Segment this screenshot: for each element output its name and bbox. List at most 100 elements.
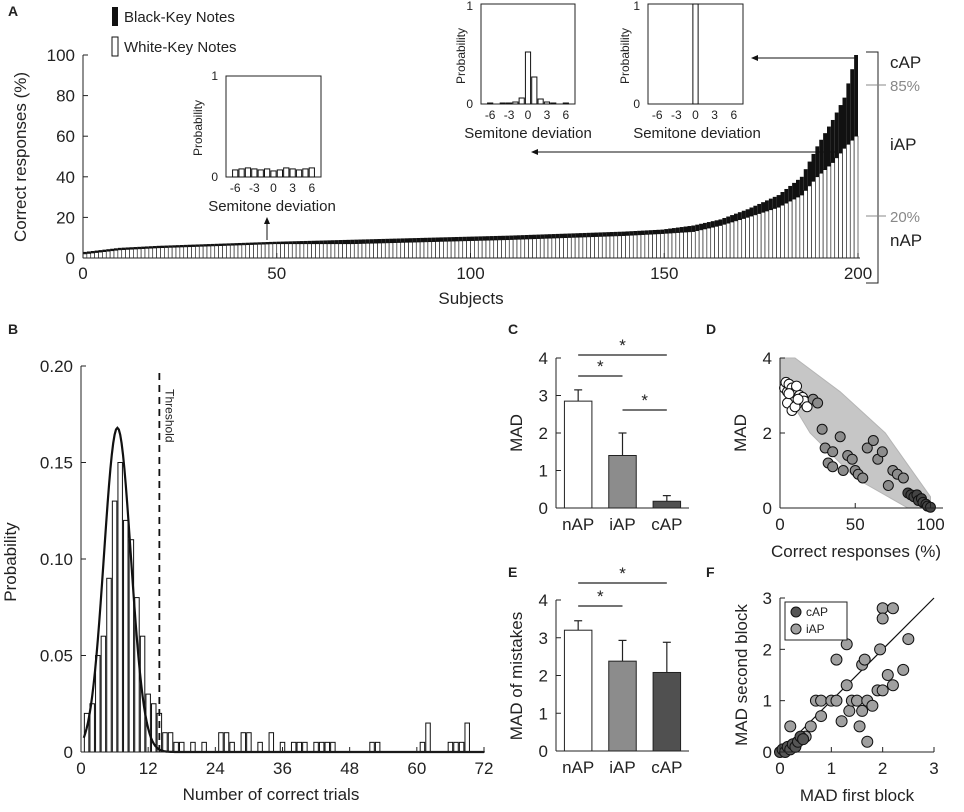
white-key-bar xyxy=(264,243,270,259)
white-key-bar xyxy=(586,236,591,259)
histogram-bar xyxy=(324,741,331,753)
black-key-bar xyxy=(695,224,700,231)
panel-f-letter: F xyxy=(706,564,715,580)
black-key-bar xyxy=(106,249,111,252)
white-key-bar xyxy=(307,243,312,259)
black-key-bar xyxy=(757,203,762,214)
white-key-bar xyxy=(842,148,847,259)
black-key-bar xyxy=(416,238,421,243)
point-iap xyxy=(804,720,817,733)
panel-f-ytick-label: 1 xyxy=(763,692,772,711)
white-key-bar xyxy=(733,220,739,259)
white-key-bar xyxy=(718,225,723,259)
black-key-bar xyxy=(377,239,382,244)
point-iap xyxy=(812,397,824,409)
ytick-label: 3 xyxy=(539,387,548,406)
black-key-bar xyxy=(338,240,343,244)
black-key-bar xyxy=(327,240,331,244)
black-key-bar xyxy=(734,213,738,221)
panel-b-bars xyxy=(83,462,470,753)
white-key-bar xyxy=(547,237,553,259)
inset-bar xyxy=(531,76,538,105)
black-key-bar xyxy=(466,236,471,241)
black-key-bar xyxy=(594,232,599,237)
inset-bar xyxy=(283,167,290,178)
black-key-bar xyxy=(265,242,269,245)
legend-iap-marker xyxy=(790,623,802,635)
black-key-bar xyxy=(683,226,688,233)
white-key-bar xyxy=(481,240,487,259)
white-key-bar xyxy=(125,249,130,259)
black-key-bar xyxy=(342,239,347,244)
black-key-bar xyxy=(183,244,188,247)
panel-a-ytick-label: 0 xyxy=(66,249,75,268)
white-key-bar xyxy=(710,226,715,259)
black-key-bar xyxy=(807,161,812,186)
white-key-bar xyxy=(330,243,336,259)
black-key-bar xyxy=(513,235,517,240)
category-label: iAP xyxy=(609,515,635,534)
white-key-bar xyxy=(629,234,634,259)
inset-bar xyxy=(257,169,264,178)
white-key-bar xyxy=(846,144,851,259)
black-key-bar xyxy=(404,238,409,243)
black-key-bar xyxy=(745,209,750,218)
black-key-bar xyxy=(838,105,843,154)
panel-a-arrows xyxy=(264,55,858,240)
white-key-bar xyxy=(322,243,328,259)
black-key-bar xyxy=(458,236,463,241)
white-key-bar xyxy=(578,236,584,259)
panel-c-letter: C xyxy=(508,321,518,337)
ytick-label: 2 xyxy=(539,667,548,686)
black-key-bar xyxy=(726,216,731,224)
white-key-bar xyxy=(454,240,460,259)
white-key-bar xyxy=(489,239,495,259)
white-key-bar xyxy=(648,233,653,259)
white-key-bar xyxy=(214,245,219,259)
black-key-bar xyxy=(656,229,661,234)
black-key-bar xyxy=(664,229,669,234)
black-key-bar xyxy=(772,196,777,209)
point-nap xyxy=(791,380,803,392)
white-key-bar xyxy=(621,235,626,259)
histogram-bar xyxy=(425,722,431,753)
black-key-bar xyxy=(303,240,308,244)
white-key-bar xyxy=(233,244,239,259)
histogram-bar xyxy=(246,732,252,753)
white-key-bar xyxy=(187,246,192,259)
black-key-bar xyxy=(226,243,231,246)
white-key-bar xyxy=(303,243,309,259)
black-key-bar xyxy=(179,245,184,248)
black-key-bar xyxy=(544,234,548,239)
black-key-bar xyxy=(610,232,614,237)
white-key-bar xyxy=(117,249,123,259)
black-key-bar xyxy=(102,249,107,252)
black-key-bar xyxy=(241,242,246,245)
white-key-bar xyxy=(404,242,409,259)
black-key-bar xyxy=(637,230,641,235)
point-cap xyxy=(797,733,810,746)
black-key-bar xyxy=(675,227,680,233)
point-iap xyxy=(856,704,869,717)
black-key-bar xyxy=(528,234,533,239)
inset-xtick-label: -3 xyxy=(249,181,260,195)
histogram-bar xyxy=(464,722,470,753)
histogram-bar xyxy=(167,732,174,753)
ytick-label: 4 xyxy=(539,349,548,368)
panel-f-y-label: MAD second block xyxy=(732,604,751,746)
white-key-bar xyxy=(594,236,599,259)
white-key-bar xyxy=(415,241,421,259)
white-key-bar xyxy=(776,206,781,259)
white-key-bar xyxy=(86,253,92,259)
panel-d-points xyxy=(779,376,936,513)
inset-xtick-label: -6 xyxy=(652,108,663,122)
black-key-bar xyxy=(703,222,707,229)
inset-bar xyxy=(518,97,525,105)
panel-a-xtick-label: 0 xyxy=(78,264,87,283)
white-key-bar xyxy=(245,244,250,259)
black-key-bar xyxy=(823,133,827,170)
histogram-bar xyxy=(123,519,129,753)
black-key-bar xyxy=(389,238,393,243)
point-iap xyxy=(861,735,874,748)
white-key-bar xyxy=(679,232,684,259)
